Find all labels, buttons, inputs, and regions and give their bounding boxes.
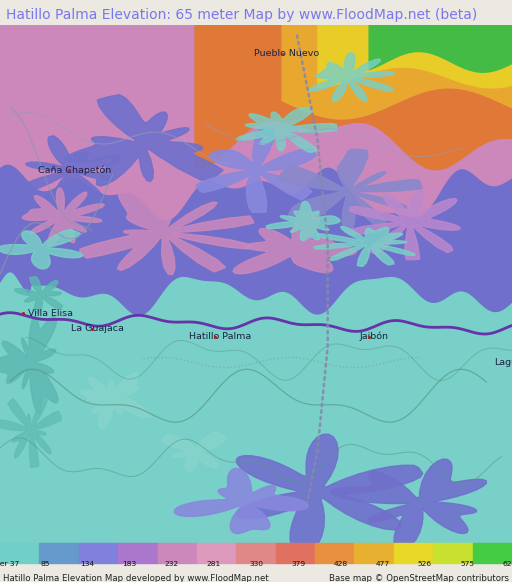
Point [211,332,219,341]
Text: Hatillo Palma Elevation Map developed by www.FloodMap.net: Hatillo Palma Elevation Map developed by… [3,574,268,582]
Text: 379: 379 [291,561,305,567]
Polygon shape [162,432,226,471]
Point [65,166,73,175]
Text: La Guajaca: La Guajaca [71,324,124,333]
Text: Lagun: Lagun [494,358,512,367]
Point [278,49,286,58]
Polygon shape [308,52,395,102]
Polygon shape [80,190,254,275]
Text: Base map © OpenStreetMap contributors: Base map © OpenStreetMap contributors [329,574,509,582]
Polygon shape [0,229,82,269]
Polygon shape [278,149,422,233]
Bar [473,543,512,563]
Bar [197,543,237,563]
Bar [354,543,394,563]
Bar [0,543,39,563]
Text: 575: 575 [460,561,474,567]
Text: 85: 85 [40,561,50,567]
Text: 281: 281 [207,561,221,567]
Bar [275,543,315,563]
Point [19,308,27,318]
Polygon shape [81,372,151,429]
Text: meter 37: meter 37 [0,561,19,567]
Polygon shape [347,190,460,260]
Bar [315,543,354,563]
Polygon shape [236,434,422,553]
Bar [79,543,118,563]
Bar [433,543,473,563]
Text: 134: 134 [80,561,94,567]
Text: Pueblo Nuevo: Pueblo Nuevo [254,49,319,58]
Polygon shape [65,95,223,186]
Text: Caña Chapetón: Caña Chapetón [37,166,111,175]
Text: 624: 624 [502,561,512,567]
Point [88,324,96,333]
Text: 526: 526 [418,561,432,567]
Text: 330: 330 [249,561,263,567]
Polygon shape [0,316,58,413]
Polygon shape [25,136,121,205]
Polygon shape [314,226,415,267]
Polygon shape [233,211,356,274]
Text: 477: 477 [376,561,390,567]
Text: Hatillo Palma: Hatillo Palma [189,332,251,341]
Bar [394,543,433,563]
Text: Jaibón: Jaibón [359,332,388,341]
Polygon shape [236,108,337,152]
Bar [39,543,79,563]
Text: 183: 183 [122,561,136,567]
Polygon shape [15,276,62,313]
Polygon shape [266,201,340,240]
Text: Villa Elisa: Villa Elisa [28,308,73,318]
Text: 232: 232 [164,561,179,567]
Point [365,332,373,341]
Bar [158,543,197,563]
Bar [237,543,275,563]
Polygon shape [175,469,308,534]
Polygon shape [0,396,61,467]
Polygon shape [330,459,486,549]
Polygon shape [23,188,104,247]
Bar [118,543,158,563]
Polygon shape [196,129,316,212]
Text: Hatillo Palma Elevation: 65 meter Map by www.FloodMap.net (beta): Hatillo Palma Elevation: 65 meter Map by… [6,8,477,22]
Text: 428: 428 [333,561,348,567]
